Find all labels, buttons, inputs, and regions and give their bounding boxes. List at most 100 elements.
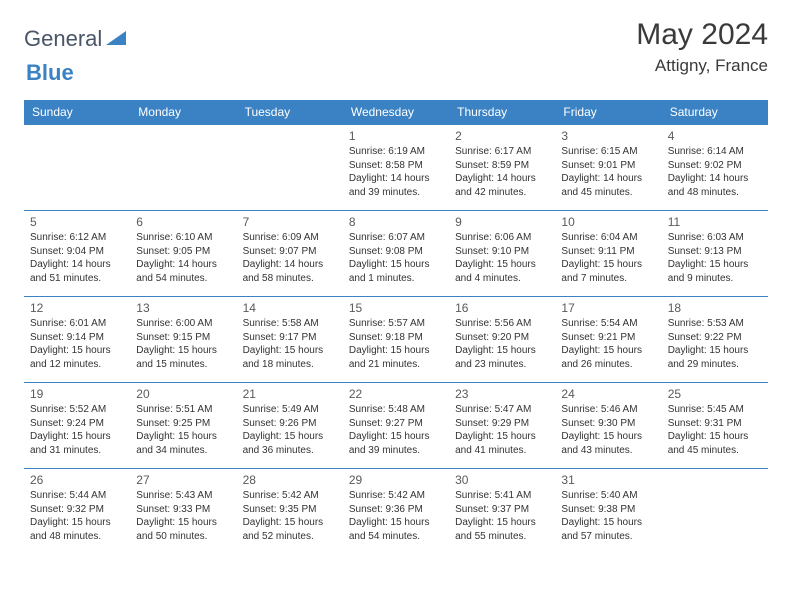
sunrise-line: Sunrise: 5:57 AM [349,317,443,331]
calendar-day-cell: 13Sunrise: 6:00 AMSunset: 9:15 PMDayligh… [130,297,236,383]
weekday-header: Wednesday [343,100,449,125]
calendar-day-cell: 18Sunrise: 5:53 AMSunset: 9:22 PMDayligh… [662,297,768,383]
daylight-line: Daylight: 14 hours [668,172,762,186]
daylight-line-2: and 51 minutes. [30,272,124,286]
daylight-line: Daylight: 15 hours [243,430,337,444]
daylight-line-2: and 39 minutes. [349,186,443,200]
calendar-week-row: 26Sunrise: 5:44 AMSunset: 9:32 PMDayligh… [24,469,768,555]
sunrise-line: Sunrise: 5:51 AM [136,403,230,417]
calendar-day-cell: 29Sunrise: 5:42 AMSunset: 9:36 PMDayligh… [343,469,449,555]
sunset-line: Sunset: 9:01 PM [561,159,655,173]
sunrise-line: Sunrise: 5:47 AM [455,403,549,417]
weekday-header: Friday [555,100,661,125]
daylight-line: Daylight: 15 hours [349,344,443,358]
daylight-line-2: and 45 minutes. [668,444,762,458]
calendar-week-row: 19Sunrise: 5:52 AMSunset: 9:24 PMDayligh… [24,383,768,469]
calendar-day-cell: 26Sunrise: 5:44 AMSunset: 9:32 PMDayligh… [24,469,130,555]
day-number: 17 [561,300,655,316]
sunrise-line: Sunrise: 6:06 AM [455,231,549,245]
calendar-week-row: 1Sunrise: 6:19 AMSunset: 8:58 PMDaylight… [24,125,768,211]
daylight-line: Daylight: 15 hours [349,430,443,444]
calendar-day-cell: 22Sunrise: 5:48 AMSunset: 9:27 PMDayligh… [343,383,449,469]
weekday-header: Tuesday [237,100,343,125]
daylight-line: Daylight: 14 hours [561,172,655,186]
day-number: 18 [668,300,762,316]
sunrise-line: Sunrise: 6:03 AM [668,231,762,245]
sunset-line: Sunset: 9:17 PM [243,331,337,345]
sunset-line: Sunset: 9:04 PM [30,245,124,259]
sunrise-line: Sunrise: 5:53 AM [668,317,762,331]
sunset-line: Sunset: 9:30 PM [561,417,655,431]
sunrise-line: Sunrise: 6:07 AM [349,231,443,245]
daylight-line-2: and 34 minutes. [136,444,230,458]
daylight-line-2: and 12 minutes. [30,358,124,372]
calendar-day-cell: 8Sunrise: 6:07 AMSunset: 9:08 PMDaylight… [343,211,449,297]
daylight-line-2: and 1 minutes. [349,272,443,286]
sunrise-line: Sunrise: 6:15 AM [561,145,655,159]
sunrise-line: Sunrise: 5:40 AM [561,489,655,503]
calendar-day-cell: 24Sunrise: 5:46 AMSunset: 9:30 PMDayligh… [555,383,661,469]
sunset-line: Sunset: 9:36 PM [349,503,443,517]
day-number: 30 [455,472,549,488]
sunrise-line: Sunrise: 6:10 AM [136,231,230,245]
calendar-day-cell [662,469,768,555]
day-number: 29 [349,472,443,488]
day-number: 13 [136,300,230,316]
calendar-day-cell: 9Sunrise: 6:06 AMSunset: 9:10 PMDaylight… [449,211,555,297]
calendar-day-cell [130,125,236,211]
day-number: 28 [243,472,337,488]
sunrise-line: Sunrise: 6:00 AM [136,317,230,331]
sunset-line: Sunset: 9:21 PM [561,331,655,345]
sunset-line: Sunset: 9:31 PM [668,417,762,431]
sunset-line: Sunset: 9:10 PM [455,245,549,259]
sunrise-line: Sunrise: 5:49 AM [243,403,337,417]
daylight-line-2: and 7 minutes. [561,272,655,286]
weekday-header-row: Sunday Monday Tuesday Wednesday Thursday… [24,100,768,125]
day-number: 27 [136,472,230,488]
sunset-line: Sunset: 9:15 PM [136,331,230,345]
sunset-line: Sunset: 9:02 PM [668,159,762,173]
sunset-line: Sunset: 9:24 PM [30,417,124,431]
sunrise-line: Sunrise: 6:04 AM [561,231,655,245]
daylight-line: Daylight: 14 hours [455,172,549,186]
calendar-day-cell: 30Sunrise: 5:41 AMSunset: 9:37 PMDayligh… [449,469,555,555]
day-number: 25 [668,386,762,402]
daylight-line: Daylight: 15 hours [455,344,549,358]
daylight-line-2: and 36 minutes. [243,444,337,458]
day-number: 5 [30,214,124,230]
sunset-line: Sunset: 9:07 PM [243,245,337,259]
daylight-line: Daylight: 15 hours [455,516,549,530]
sunrise-line: Sunrise: 6:09 AM [243,231,337,245]
calendar-day-cell: 20Sunrise: 5:51 AMSunset: 9:25 PMDayligh… [130,383,236,469]
calendar-day-cell [237,125,343,211]
sunset-line: Sunset: 9:35 PM [243,503,337,517]
sunset-line: Sunset: 9:08 PM [349,245,443,259]
day-number: 26 [30,472,124,488]
sunset-line: Sunset: 8:58 PM [349,159,443,173]
calendar-day-cell: 28Sunrise: 5:42 AMSunset: 9:35 PMDayligh… [237,469,343,555]
calendar-day-cell: 7Sunrise: 6:09 AMSunset: 9:07 PMDaylight… [237,211,343,297]
day-number: 20 [136,386,230,402]
sunset-line: Sunset: 9:38 PM [561,503,655,517]
calendar-week-row: 12Sunrise: 6:01 AMSunset: 9:14 PMDayligh… [24,297,768,383]
day-number: 16 [455,300,549,316]
calendar-day-cell: 6Sunrise: 6:10 AMSunset: 9:05 PMDaylight… [130,211,236,297]
daylight-line: Daylight: 15 hours [561,344,655,358]
day-number: 6 [136,214,230,230]
sunrise-line: Sunrise: 5:52 AM [30,403,124,417]
daylight-line-2: and 29 minutes. [668,358,762,372]
sunset-line: Sunset: 9:18 PM [349,331,443,345]
day-number: 15 [349,300,443,316]
day-number: 31 [561,472,655,488]
calendar-day-cell: 17Sunrise: 5:54 AMSunset: 9:21 PMDayligh… [555,297,661,383]
daylight-line-2: and 50 minutes. [136,530,230,544]
daylight-line: Daylight: 15 hours [349,516,443,530]
daylight-line: Daylight: 15 hours [349,258,443,272]
daylight-line-2: and 21 minutes. [349,358,443,372]
day-number: 10 [561,214,655,230]
daylight-line-2: and 15 minutes. [136,358,230,372]
daylight-line-2: and 54 minutes. [349,530,443,544]
day-number: 11 [668,214,762,230]
location-label: Attigny, France [636,56,768,76]
daylight-line: Daylight: 15 hours [455,258,549,272]
